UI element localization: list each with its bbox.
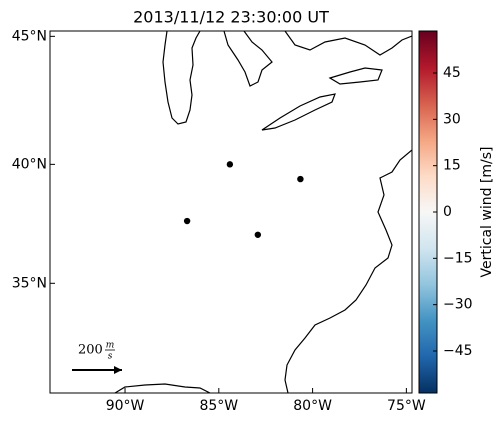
chart-title: 2013/11/12 23:30:00 UT: [133, 8, 329, 27]
colorbar-label: Vertical wind [m/s]: [479, 147, 495, 278]
station-point: [254, 231, 262, 238]
y-tick-label: 45°N: [12, 28, 47, 44]
colorbar-tick-label: −45: [443, 343, 473, 359]
x-tick-label: 80°W: [293, 398, 332, 414]
quiver-key-unit-den: s: [108, 352, 113, 362]
lake-michigan: [162, 31, 201, 125]
quiver-key-unit-num: m: [106, 341, 115, 351]
gulf-coast: [114, 383, 211, 393]
colorbar-tick-label: 15: [443, 158, 461, 174]
lake-erie: [261, 93, 336, 131]
lake-ontario: [328, 67, 383, 85]
colorbar-tick-label: −15: [443, 250, 473, 266]
y-tick-label: 40°N: [12, 156, 47, 172]
colorbar-tick-label: −30: [443, 297, 473, 313]
y-tick-label: 35°N: [12, 275, 47, 291]
lake-huron: [223, 31, 273, 87]
map-frame: [49, 30, 413, 394]
x-tick-label: 90°W: [106, 398, 145, 414]
quiver-key-head: [114, 366, 122, 374]
colorbar-tick-label: 45: [443, 65, 461, 81]
atlantic-coast: [284, 149, 412, 393]
colorbar-tick-label: 0: [443, 204, 452, 220]
colorbar-tick-label: 30: [443, 111, 461, 127]
x-tick-label: 75°W: [387, 398, 426, 414]
station-point: [183, 217, 191, 225]
st-lawrence: [284, 31, 412, 56]
quiver-key-value: 200: [78, 343, 103, 358]
station-point: [297, 175, 304, 183]
coastlines: [114, 31, 412, 393]
x-tick-label: 85°W: [199, 398, 238, 414]
station-point: [226, 161, 234, 168]
